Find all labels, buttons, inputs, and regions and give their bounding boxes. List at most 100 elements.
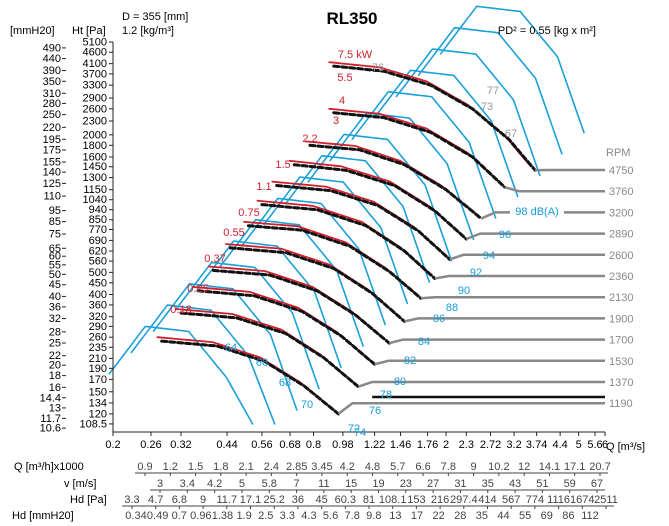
hd-pa-value: 3.3 (124, 494, 139, 506)
noise-label: 88 (446, 302, 458, 314)
noise-label: 68 (279, 377, 291, 389)
velocity-value: 3.4 (180, 478, 195, 490)
noise-curve (373, 69, 519, 198)
hd-mmh2o-value: 17 (411, 510, 423, 522)
noise-label: 76 (369, 405, 381, 417)
rpm-tick: 1370 (609, 377, 633, 389)
y-tick-pa: 360 (89, 299, 107, 311)
rpm-guide-line (337, 401, 605, 415)
noise-label: 73 (481, 101, 493, 113)
power-label: 3 (333, 115, 339, 127)
y-tick-pa: 500 (89, 267, 107, 279)
noise-label: 66 (256, 357, 268, 369)
noise-curve (329, 112, 475, 241)
y-tick-pa: 320 (89, 311, 107, 323)
hd-pa-value: 17.1 (240, 494, 261, 506)
q-m3h-value: 1.2 (163, 461, 178, 473)
power-label: 1.1 (256, 181, 271, 193)
y-tick-mmh2o: 14.4 (40, 392, 61, 404)
x-tick: 2.72 (480, 439, 501, 451)
hd-pa-label: Hd [Pa] (70, 494, 107, 506)
y-tick-mmh2o: 75 (49, 229, 61, 241)
bottom-scale-table: Q [m³/h]x1000 v [m/s] Hd [Pa] Hd [mmH20]… (12, 461, 618, 522)
velocity-value: 3 (157, 478, 163, 490)
hd-mmh2o-value: 0.7 (172, 510, 187, 522)
hd-pa-value: 9 (200, 494, 206, 506)
rpm-guide-line (420, 295, 605, 300)
rpm-guide-line (404, 317, 605, 323)
rpm-guide-line (480, 211, 605, 220)
hd-pa-value: 36 (292, 494, 304, 506)
fan-curve-2600 (275, 184, 452, 261)
q-m3h-value: 1.8 (213, 461, 228, 473)
y-tick-pa: 1040 (83, 194, 107, 206)
y-tick-mmh2o: 20 (49, 360, 61, 372)
rpm-guide-line (374, 359, 605, 366)
hd-mmh2o-label: Hd [mmH20] (12, 510, 74, 522)
y-tick-mmh2o: 16 (49, 382, 61, 394)
y-tick-mmh2o: 310 (43, 88, 61, 100)
q-m3h-value: 5.7 (390, 461, 405, 473)
rpm-tick: 1530 (609, 356, 633, 368)
y-tick-mmh2o: 45 (49, 279, 61, 291)
hd-pa-value: 108.1 (379, 494, 407, 506)
y-tick-pa: 1450 (83, 161, 107, 173)
hd-pa-value: 153 (407, 494, 425, 506)
velocity-value: 35 (482, 478, 494, 490)
x-tick: 1.46 (390, 439, 411, 451)
hd-mmh2o-value: 13 (389, 510, 401, 522)
y-tick-mmh2o: 32 (49, 313, 61, 325)
hd-pa-value: 45 (315, 494, 327, 506)
velocity-value: 7 (294, 478, 300, 490)
velocity-value: 5.8 (262, 478, 277, 490)
q-m3h-value: 2.1 (238, 461, 253, 473)
y-tick-mmh2o: 65 (49, 243, 61, 255)
y-tick-mmh2o: 95 (49, 205, 61, 217)
noise-label: 90 (458, 285, 470, 297)
x-tick: 0.26 (140, 439, 161, 451)
y-tick-mmh2o: 85 (49, 216, 61, 228)
hd-pa-value: 4.7 (148, 494, 163, 506)
x-tick: 0.2 (105, 439, 120, 451)
q-m3h-value: 0.9 (137, 461, 152, 473)
noise-label: 77 (487, 85, 499, 97)
x-tick: 4.4 (552, 439, 567, 451)
rpm-axis-label: RPM (606, 147, 630, 159)
fan-curve-1700 (211, 268, 391, 345)
rpm-tick: 3200 (609, 207, 633, 219)
fan-curve-1370 (179, 311, 360, 389)
hd-pa-value: 11.7 (217, 494, 238, 506)
hd-mmh2o-value: 0.96 (190, 510, 211, 522)
hd-mmh2o-value: 1.9 (236, 510, 251, 522)
rpm-guide-line (357, 380, 605, 388)
noise-curve (196, 240, 342, 369)
y-tick-pa: 2000 (83, 129, 107, 141)
y-tick-pa: 1150 (83, 184, 107, 196)
velocity-value: 59 (564, 478, 576, 490)
noise-curve (263, 176, 408, 305)
hd-mmh2o-value: 9.8 (366, 510, 381, 522)
y-tick-mmh2o: 220 (43, 122, 61, 134)
x-tick: 0.8 (306, 439, 321, 451)
q-m3h-value: 17.1 (564, 461, 585, 473)
y-tick-mmh2o: 50 (49, 269, 61, 281)
x-tick: 1.22 (364, 439, 385, 451)
power-label: 0.25 (187, 283, 208, 295)
rpm-tick: 2890 (609, 229, 633, 241)
bottom-scale-values: 0.9 1.2 1.5 1.8 2.1 2.4 2.85 3.45 4.2 4.8 5.7 6.6 7.… (122, 461, 618, 522)
y-tick-pa: 450 (89, 277, 107, 289)
y-tick-pa: 170 (89, 374, 107, 386)
velocity-value: 23 (400, 478, 412, 490)
hd-mmh2o-value: 0.34 (125, 510, 146, 522)
y-tick-pa: 260 (89, 332, 107, 344)
y-tick-mmh2o: 280 (43, 98, 61, 110)
y-tick-pa: 2600 (83, 103, 107, 115)
chart-title: RL350 (326, 9, 377, 28)
hd-mmh2o-value: 3.3 (280, 510, 295, 522)
x-tick: 2.3 (459, 439, 474, 451)
q-m3h-value: 14.1 (539, 461, 560, 473)
rpm-guide-line (388, 338, 605, 345)
y-tick-pa: 5100 (83, 37, 107, 49)
q-m3h-value: 4.2 (340, 461, 355, 473)
